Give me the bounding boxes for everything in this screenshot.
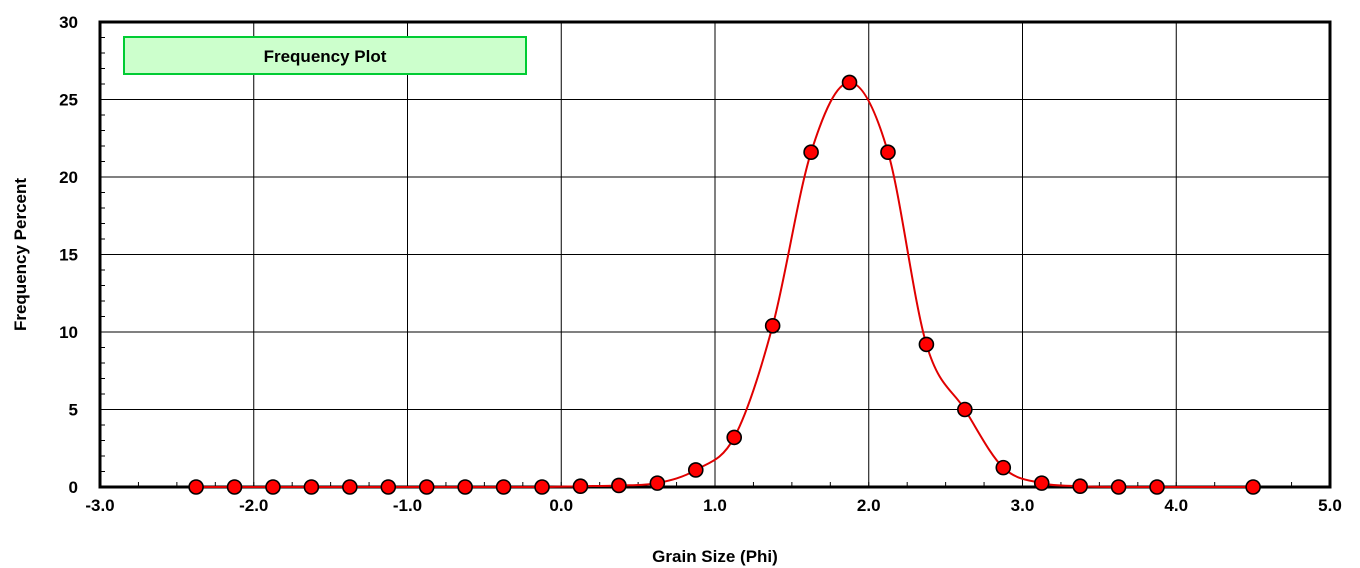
data-point (1072, 478, 1088, 495)
data-point (1033, 475, 1050, 491)
data-point (418, 479, 435, 495)
data-point (803, 144, 819, 160)
data-point (726, 429, 743, 446)
data-point (687, 462, 704, 478)
x-axis-label: Grain Size (Phi) (652, 547, 778, 566)
x-tick-label: 5.0 (1318, 496, 1342, 515)
data-point (918, 336, 935, 353)
data-point (572, 478, 589, 495)
data-point (265, 479, 281, 495)
chart-title: Frequency Plot (264, 47, 387, 66)
data-point (534, 479, 550, 495)
y-axis-label: Frequency Percent (11, 178, 30, 331)
y-tick-label: 15 (59, 246, 78, 265)
data-point (495, 479, 512, 495)
x-tick-label: -3.0 (85, 496, 114, 515)
chart-title-background (123, 36, 527, 75)
chart-title-box: Frequency Plot (123, 36, 527, 75)
plot-frame (98, 20, 1332, 489)
grid-layer (99, 21, 1331, 488)
y-tick-label: 0 (69, 478, 78, 497)
data-point (880, 144, 896, 160)
data-point (1110, 479, 1127, 495)
x-tick-label: 4.0 (1164, 496, 1188, 515)
series-markers (188, 74, 1261, 495)
series-curve (196, 81, 1254, 489)
data-point (841, 74, 858, 91)
x-tick-label: 3.0 (1011, 496, 1035, 515)
y-tick-label: 10 (59, 323, 78, 342)
data-point (611, 477, 627, 494)
data-point (764, 317, 781, 334)
data-point (380, 479, 397, 495)
data-point (649, 475, 666, 491)
data-point (457, 479, 473, 495)
data-point (303, 479, 320, 495)
data-point (226, 479, 243, 495)
y-tick-label: 20 (59, 168, 78, 187)
data-point (1245, 479, 1261, 495)
x-tick-label: 2.0 (857, 496, 881, 515)
data-point (995, 459, 1012, 476)
data-point (188, 479, 204, 495)
x-tick-label: -1.0 (393, 496, 422, 515)
x-tick-label: -2.0 (239, 496, 268, 515)
y-tick-label: 30 (59, 13, 78, 32)
y-tick-labels: 0 5 10 15 20 25 30 (59, 13, 78, 497)
data-point (1149, 479, 1165, 495)
y-tick-label: 5 (69, 401, 78, 420)
x-tick-label: 0.0 (549, 496, 573, 515)
data-point (957, 401, 973, 418)
x-tick-label: 1.0 (703, 496, 727, 515)
y-tick-label: 25 (59, 91, 78, 110)
x-tick-labels: -3.0 -2.0 -1.0 0.0 1.0 2.0 3.0 4.0 5.0 (85, 496, 1341, 515)
data-point (342, 479, 358, 495)
